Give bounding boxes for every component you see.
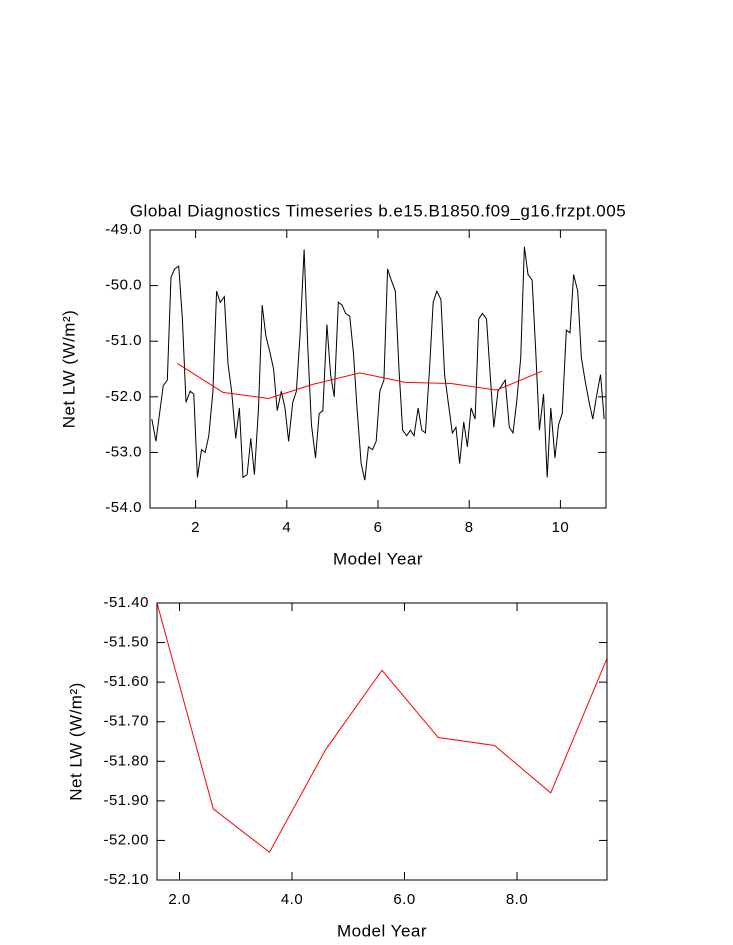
y-tick-label: -51.60 — [103, 673, 149, 690]
x-tick-label: 2.0 — [168, 891, 190, 908]
x-axis-label: Model Year — [337, 921, 427, 940]
series-line — [156, 602, 608, 854]
plot-frame — [156, 602, 608, 881]
series-line — [177, 363, 543, 399]
y-tick-label: -51.50 — [103, 634, 149, 651]
series-line — [151, 246, 605, 481]
x-tick-label: 8.0 — [506, 891, 528, 908]
x-tick-label: 4 — [282, 519, 291, 536]
x-tick-label: 2 — [191, 519, 200, 536]
y-tick-label: -51.0 — [105, 332, 142, 349]
y-tick-label: -51.40 — [103, 594, 149, 611]
y-axis-label: Net LW (W/m²) — [66, 682, 85, 801]
chart-title: Global Diagnostics Timeseries b.e15.B185… — [130, 201, 626, 220]
x-tick-label: 10 — [552, 519, 570, 536]
y-tick-label: -51.90 — [103, 792, 149, 809]
plot-panel: Global Diagnostics Timeseries b.e15.B185… — [59, 201, 626, 568]
y-tick-label: -53.0 — [105, 443, 142, 460]
y-tick-label: -49.0 — [105, 221, 142, 238]
y-tick-label: -50.0 — [105, 277, 142, 294]
y-axis-label: Net LW (W/m²) — [59, 310, 78, 429]
x-tick-label: 6.0 — [393, 891, 415, 908]
y-tick-label: -52.00 — [103, 831, 149, 848]
y-tick-label: -52.0 — [105, 388, 142, 405]
plot-panel: Model Year Net LW (W/m²) -52.10 -52.00 -51.9… — [66, 594, 608, 940]
x-tick-label: 4.0 — [281, 891, 303, 908]
y-tick-label: -52.10 — [103, 871, 149, 888]
y-tick-label: -54.0 — [105, 499, 142, 516]
y-tick-label: -51.80 — [103, 752, 149, 769]
plot-frame — [149, 229, 607, 509]
x-axis-label: Model Year — [333, 549, 423, 568]
x-tick-label: 8 — [465, 519, 474, 536]
y-tick-label: -51.70 — [103, 713, 149, 730]
x-tick-label: 6 — [374, 519, 383, 536]
